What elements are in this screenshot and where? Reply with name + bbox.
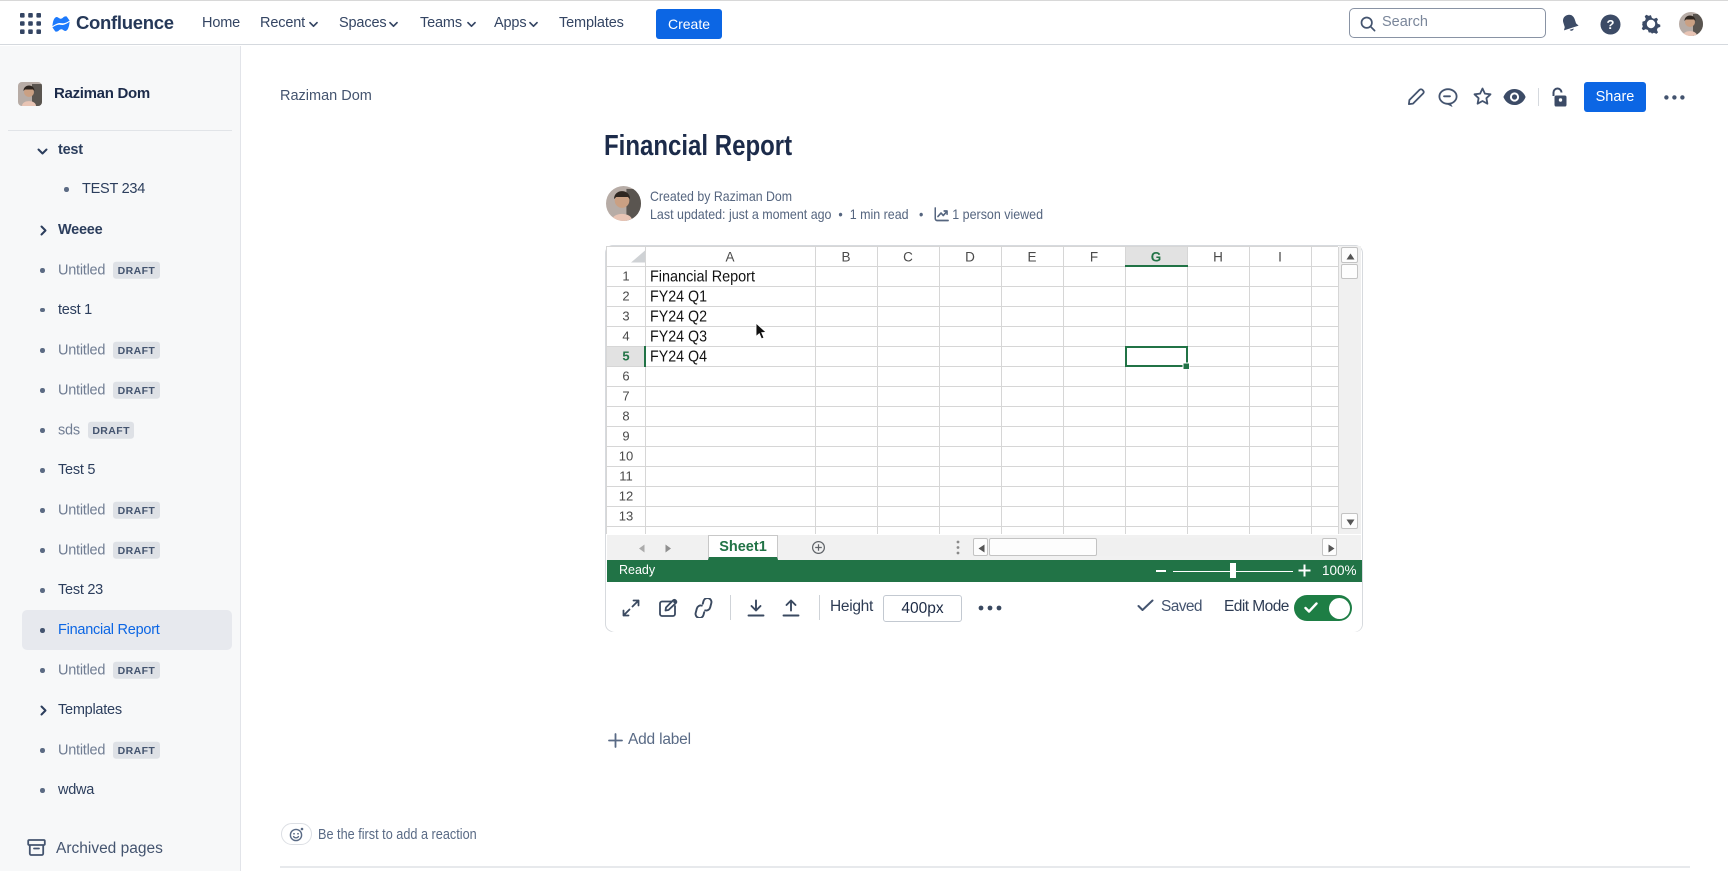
svg-text:FY24 Q2: FY24 Q2 bbox=[650, 309, 707, 326]
svg-text:Financial Report: Financial Report bbox=[650, 269, 756, 286]
svg-text:FY24 Q3: FY24 Q3 bbox=[650, 329, 707, 346]
svg-text:I: I bbox=[1278, 250, 1282, 265]
svg-text:6: 6 bbox=[622, 369, 629, 384]
svg-text:A: A bbox=[725, 250, 734, 265]
svg-text:13: 13 bbox=[619, 509, 633, 524]
svg-text:D: D bbox=[965, 250, 975, 265]
svg-text:C: C bbox=[903, 250, 913, 265]
svg-text:3: 3 bbox=[622, 309, 629, 324]
svg-text:7: 7 bbox=[622, 389, 629, 404]
svg-text:?: ? bbox=[1607, 17, 1615, 32]
svg-text:G: G bbox=[1151, 250, 1162, 265]
svg-text:FY24 Q1: FY24 Q1 bbox=[650, 289, 707, 306]
svg-text:B: B bbox=[841, 250, 850, 265]
svg-text:2: 2 bbox=[622, 289, 629, 304]
svg-text:FY24 Q4: FY24 Q4 bbox=[650, 349, 707, 366]
svg-text:8: 8 bbox=[622, 409, 629, 424]
svg-text:10: 10 bbox=[619, 449, 633, 464]
svg-text:9: 9 bbox=[622, 429, 629, 444]
svg-text:4: 4 bbox=[622, 329, 629, 344]
svg-text:E: E bbox=[1027, 250, 1036, 265]
svg-text:F: F bbox=[1090, 250, 1098, 265]
svg-text:11: 11 bbox=[619, 469, 633, 484]
svg-text:12: 12 bbox=[619, 489, 633, 504]
svg-text:5: 5 bbox=[622, 349, 629, 364]
svg-text:H: H bbox=[1213, 250, 1223, 265]
svg-text:1: 1 bbox=[622, 269, 629, 284]
